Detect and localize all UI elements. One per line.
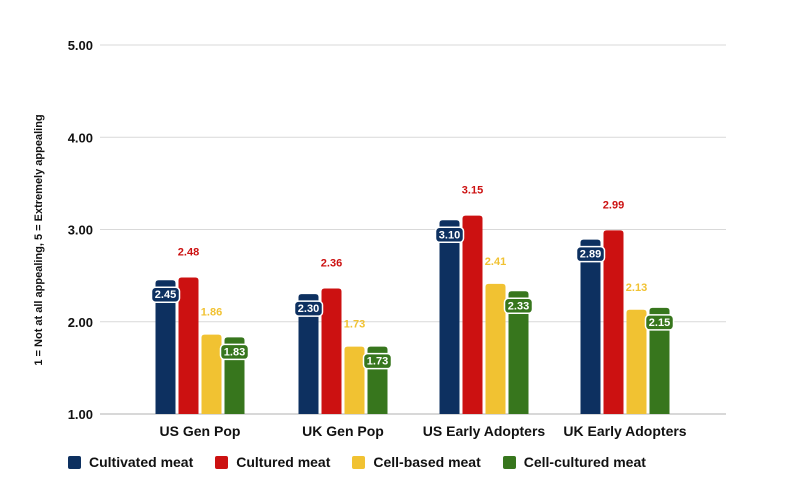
legend-label: Cultured meat (236, 454, 331, 470)
y-tick-label: 3.00 (68, 223, 93, 238)
category-label: US Early Adopters (423, 423, 546, 439)
data-label: 2.99 (603, 199, 624, 211)
data-label: 3.15 (462, 185, 483, 197)
data-label: 2.89 (580, 249, 601, 261)
data-label-box (503, 297, 534, 315)
bar (178, 277, 199, 414)
data-label-box (293, 300, 324, 317)
data-label: 2.41 (485, 256, 506, 268)
legend-swatch (352, 455, 366, 469)
data-label: 1.73 (344, 319, 365, 331)
data-label: 2.13 (626, 282, 647, 294)
category-labels: US Gen Pop UK Gen Pop US Early Adopters UK … (160, 423, 687, 439)
bar (155, 280, 176, 414)
legend-label: Cultivated meat (89, 454, 194, 470)
bar (508, 291, 529, 414)
legend-item-cell-based-meat: Cell-based meat (352, 454, 481, 470)
bar (344, 346, 365, 414)
legend-swatch (502, 455, 516, 469)
y-tick-label: 5.00 (68, 38, 93, 53)
bar (462, 215, 483, 414)
data-label: 1.73 (367, 356, 388, 368)
bar (201, 334, 222, 414)
y-tick-label: 2.00 (68, 315, 93, 330)
category-label: UK Early Adopters (563, 423, 686, 439)
bar (298, 294, 319, 414)
data-label: 1.86 (201, 307, 222, 319)
y-tick-label: 4.00 (68, 130, 93, 145)
data-label-box (219, 343, 250, 361)
bar (580, 239, 601, 414)
data-label: 2.33 (508, 300, 529, 312)
y-tick-label: 1.00 (68, 407, 93, 422)
data-label: 2.45 (155, 289, 176, 301)
data-label: 2.36 (321, 258, 342, 270)
data-label: 2.48 (178, 246, 199, 258)
legend-label: Cell-based meat (373, 454, 481, 470)
legend-swatch (215, 455, 229, 469)
data-label: 1.83 (224, 346, 245, 358)
data-label: 2.30 (298, 303, 319, 315)
legend-item-cultivated-meat: Cultivated meat (68, 454, 193, 470)
data-labels: 2.45 2.48 1.86 1.83 2.30 2.36 1.73 1.73 3.10 3.15… (150, 185, 675, 370)
legend-label: Cell-cultured meat (523, 454, 646, 470)
legend-item-cultured-meat: Cultured meat (215, 454, 330, 470)
data-label-box (575, 245, 606, 263)
bar (603, 230, 624, 414)
legend: Cultivated meat Cultured meat Cell-based… (68, 454, 668, 470)
category-label: US Gen Pop (160, 423, 241, 439)
y-axis-label: 1 = Not at all appealing, 5 = Extremely … (33, 114, 45, 365)
data-label-box (150, 286, 181, 303)
data-label: 2.15 (649, 317, 670, 329)
y-tick-labels: 1.00 2.00 3.00 4.00 5.00 (68, 38, 93, 422)
data-label: 3.10 (439, 229, 460, 241)
bar (649, 307, 670, 414)
bar (626, 309, 647, 414)
bar-chart: 1.00 2.00 3.00 4.00 5.00 2.45 2.48 1.86 1.83 2.3… (33, 38, 726, 439)
data-label-box (362, 352, 393, 370)
bar (485, 283, 506, 414)
legend-swatch (68, 455, 81, 469)
bars (155, 215, 670, 414)
data-label-box (434, 226, 465, 244)
data-label-box (644, 314, 675, 331)
category-label: UK Gen Pop (302, 423, 384, 439)
bar (439, 220, 460, 414)
bar (321, 288, 342, 414)
legend-item-cell-cultured-meat: Cell-cultured meat (502, 454, 646, 470)
